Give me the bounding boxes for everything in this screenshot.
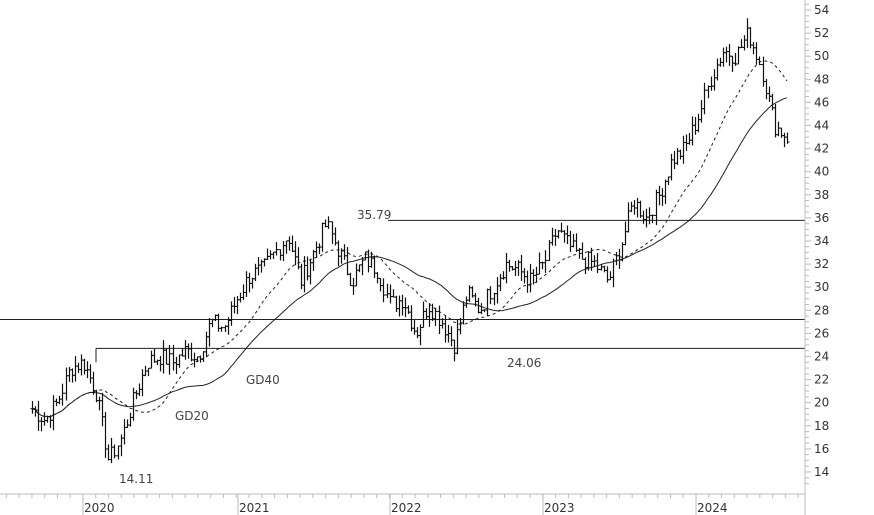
annotations: 35.79 14.11 24.06 GD20 GD40 (119, 208, 541, 486)
y-tick-label: 34 (814, 234, 829, 248)
x-tick-label: 2023 (544, 501, 575, 515)
y-tick-label: 52 (814, 26, 829, 40)
ohlc-bars (30, 18, 790, 464)
horizontal-level-lines (0, 219, 805, 363)
gd40-moving-average (31, 97, 788, 418)
y-tick-label: 28 (814, 303, 829, 317)
y-tick-label: 20 (814, 396, 829, 410)
y-tick-label: 32 (814, 257, 829, 271)
y-tick-label: 44 (814, 119, 829, 133)
x-tick-label: 2022 (391, 501, 422, 515)
y-tick-label: 48 (814, 72, 829, 86)
y-tick-label: 22 (814, 373, 829, 387)
gd40-label: GD40 (246, 373, 280, 387)
y-tick-label: 14 (814, 465, 829, 479)
y-tick-label: 36 (814, 211, 829, 225)
y-tick-label: 24 (814, 350, 829, 364)
y-tick-label: 16 (814, 442, 829, 456)
y-tick-label: 26 (814, 326, 829, 340)
y-tick-label: 38 (814, 188, 829, 202)
gd20-moving-average (31, 60, 788, 418)
y-tick-label: 18 (814, 419, 829, 433)
low-label-2022: 24.06 (507, 356, 541, 370)
y-tick-label: 40 (814, 165, 829, 179)
x-tick-label: 2021 (239, 501, 270, 515)
low-label-2020: 14.11 (119, 472, 153, 486)
y-axis: 14 16 18 20 22 24 26 28 30 32 34 36 38 40 42 44 46 48 50 52… (804, 0, 829, 515)
y-tick-label: 50 (814, 49, 829, 63)
high-label: 35.79 (357, 208, 391, 222)
gd20-label: GD20 (175, 409, 209, 423)
y-tick-label: 54 (814, 3, 829, 17)
y-tick-label: 30 (814, 280, 829, 294)
y-tick-label: 46 (814, 95, 829, 109)
x-axis: 2020 2021 2022 2023 2024 (0, 493, 805, 515)
x-tick-label: 2020 (84, 501, 115, 515)
y-tick-label: 42 (814, 142, 829, 156)
x-tick-label: 2024 (697, 501, 728, 515)
